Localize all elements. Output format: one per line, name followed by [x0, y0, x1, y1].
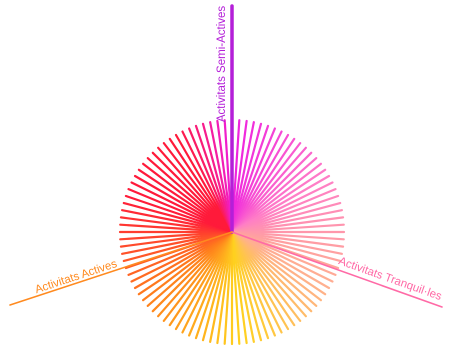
ray [121, 230, 234, 255]
ray [230, 137, 296, 234]
ray [142, 230, 234, 302]
ray [130, 181, 234, 234]
ray [230, 230, 255, 343]
ray [230, 146, 307, 234]
ray [230, 162, 322, 234]
ray [201, 230, 234, 342]
ray [168, 137, 234, 234]
ray [230, 230, 296, 327]
ray [137, 168, 234, 234]
ray [230, 122, 263, 234]
ray [119, 230, 234, 248]
ray [230, 230, 342, 263]
ray [194, 230, 234, 340]
ray [230, 194, 340, 234]
ray [230, 230, 270, 340]
ray [230, 230, 337, 276]
tranquil-axis-label: Activitats Tranquil·les [337, 255, 444, 303]
ray [230, 230, 283, 334]
ray [230, 230, 345, 241]
ray [142, 162, 234, 234]
active-axis-label: Activitats Actives [34, 258, 119, 296]
ray [230, 230, 345, 248]
ray [230, 168, 327, 234]
ray [230, 230, 343, 255]
ray [230, 151, 313, 234]
ray [230, 130, 283, 234]
ray [230, 230, 276, 337]
semi-active-axis-label: Activitats Semi-Actives [216, 6, 228, 123]
ray [230, 230, 334, 283]
ray [230, 181, 334, 234]
ray [230, 142, 302, 234]
ray [230, 127, 276, 234]
ray [162, 142, 234, 234]
ray [216, 230, 234, 345]
ray [230, 174, 331, 234]
ray [119, 216, 234, 234]
ray [230, 230, 331, 290]
ray [209, 230, 234, 343]
ray [230, 121, 255, 234]
ray [130, 230, 234, 283]
ray [230, 188, 337, 234]
ray [174, 230, 234, 331]
ray [151, 230, 234, 313]
ray [119, 223, 234, 234]
ray [230, 119, 248, 234]
ray [230, 201, 342, 234]
ray [230, 209, 343, 234]
ray [230, 124, 270, 234]
ray [181, 130, 234, 234]
ray [146, 157, 234, 234]
ray [230, 157, 318, 234]
ray [151, 151, 234, 234]
ray [174, 133, 234, 234]
ray [194, 124, 234, 234]
ray [137, 230, 234, 296]
active-axis-line [9, 231, 233, 306]
ray [223, 230, 234, 345]
ray [122, 230, 234, 263]
radial-rays [118, 118, 346, 346]
ray [230, 230, 241, 345]
ray [230, 216, 345, 234]
ray [216, 119, 234, 234]
ray [121, 209, 234, 234]
ray [230, 230, 290, 331]
ray [209, 121, 234, 234]
ray [230, 230, 322, 302]
ray [230, 230, 313, 313]
ray [181, 230, 234, 334]
ray [230, 230, 302, 322]
ray [133, 230, 234, 290]
ray [188, 127, 234, 234]
ray [127, 188, 234, 234]
ray [157, 230, 234, 318]
ray [188, 230, 234, 337]
ray [122, 201, 234, 234]
ray [230, 230, 307, 318]
ray [230, 223, 345, 234]
ray [168, 230, 234, 327]
ray [230, 230, 263, 342]
tranquil-axis-line [231, 231, 443, 308]
ray [162, 230, 234, 322]
ray [124, 194, 234, 234]
ray [133, 174, 234, 234]
ray [201, 122, 234, 234]
ray [230, 230, 327, 296]
ray [146, 230, 234, 307]
ray [230, 230, 248, 345]
ray [230, 230, 318, 307]
ray [230, 133, 290, 234]
ray [119, 230, 234, 241]
ray [127, 230, 234, 276]
ray [157, 146, 234, 234]
